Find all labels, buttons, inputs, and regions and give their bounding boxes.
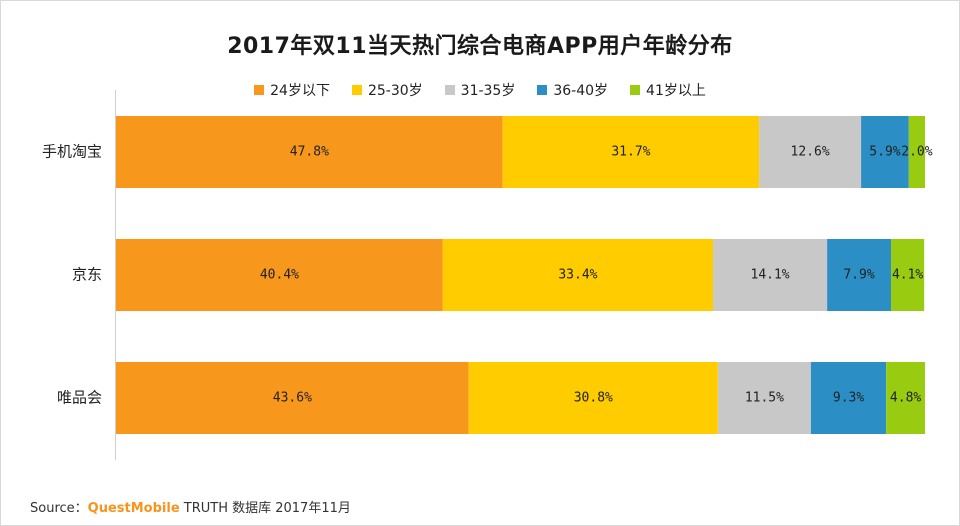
legend-item: 25-30岁 (351, 80, 423, 100)
legend-label: 41岁以上 (646, 83, 706, 99)
category-label: 京东 (72, 266, 102, 284)
bar-segment (861, 116, 909, 188)
bar-segment (116, 362, 469, 434)
bar-segment (468, 362, 718, 434)
category-label: 唯品会 (57, 389, 102, 407)
legend-item: 41岁以上 (630, 80, 706, 100)
category-label: 手机淘宝 (42, 143, 102, 161)
bar-segment (502, 116, 760, 188)
source-note: Source：QuestMobile TRUTH 数据库 2017年11月 (30, 497, 351, 516)
legend-swatch (254, 85, 265, 95)
data-label: 9.3% (833, 391, 864, 406)
data-label: 2.0% (901, 145, 932, 160)
bar-segment (810, 362, 887, 434)
data-label: 12.6% (791, 145, 830, 160)
data-label: 43.6% (273, 391, 312, 406)
legend-label: 25-30岁 (367, 83, 423, 99)
data-label: 14.1% (751, 268, 790, 283)
data-label: 40.4% (260, 268, 299, 283)
bar-segment (116, 116, 503, 188)
legend-swatch (537, 85, 548, 95)
data-label: 5.9% (869, 145, 900, 160)
bar-segment (442, 239, 714, 311)
legend-item: 24岁以下 (254, 80, 330, 100)
source-brand: QuestMobile (87, 501, 180, 516)
bar-segment (891, 239, 925, 311)
data-label: 7.9% (843, 268, 874, 283)
data-label: 4.8% (890, 391, 921, 406)
data-label: 30.8% (574, 391, 613, 406)
bar-segment (116, 239, 443, 311)
chart-title: 2017年双11当天热门综合电商APP用户年龄分布 (227, 34, 733, 59)
legend-swatch (444, 85, 455, 95)
data-label: 31.7% (611, 145, 650, 160)
legend-swatch (351, 85, 362, 95)
legend-item: 31-35岁 (444, 80, 516, 100)
bar-segment (759, 116, 862, 188)
bar-segment (717, 362, 811, 434)
data-label: 47.8% (290, 145, 329, 160)
data-label: 11.5% (745, 391, 784, 406)
bar-segment (886, 362, 925, 434)
legend-label: 36-40岁 (553, 83, 609, 99)
source-prefix: Source： (30, 501, 88, 516)
bar-segment (713, 239, 828, 311)
chart-legend: 24岁以下 25-30岁 31-35岁 36-40岁 41岁以上 (0, 80, 960, 100)
bar-segment (908, 116, 925, 188)
data-label: 33.4% (558, 268, 597, 283)
legend-label: 31-35岁 (460, 83, 516, 99)
bar-segment (827, 239, 892, 311)
legend-item: 36-40岁 (537, 80, 608, 100)
legend-swatch (630, 85, 641, 95)
source-suffix: TRUTH 数据库 2017年11月 (179, 501, 351, 516)
data-label: 4.1% (892, 268, 923, 283)
legend-label: 24岁以下 (270, 83, 330, 99)
